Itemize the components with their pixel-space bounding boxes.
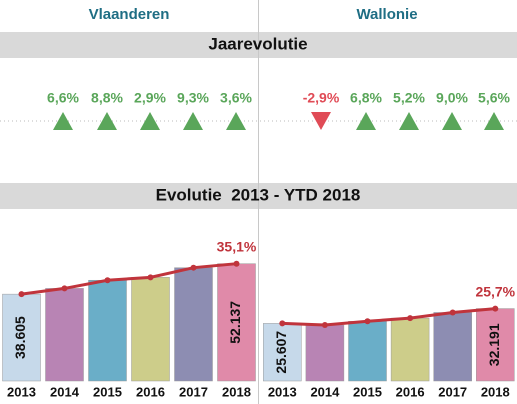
trend-point <box>104 277 111 284</box>
trend-arrow <box>399 112 419 130</box>
region-header: Vlaanderen <box>89 6 170 23</box>
value-label: 38.605 <box>12 316 28 359</box>
trend-point <box>492 305 499 312</box>
trend-arrow <box>53 112 73 130</box>
x-tick-label: 2018 <box>222 384 251 399</box>
annotation: 25,7% <box>475 283 515 299</box>
trend-arrow <box>442 112 462 130</box>
x-tick-label: 2017 <box>179 384 208 399</box>
bar <box>433 312 472 382</box>
change-label: 2,9% <box>134 90 166 106</box>
bar <box>174 267 213 382</box>
value-label: 25.607 <box>273 331 289 374</box>
x-tick-label: 2014 <box>310 384 340 399</box>
bar <box>348 320 387 382</box>
change-label: 5,2% <box>393 90 425 106</box>
bar <box>305 324 345 382</box>
trend-point <box>61 285 68 292</box>
trend-arrow <box>356 112 376 130</box>
bar <box>390 317 430 382</box>
change-label: 6,8% <box>350 90 382 106</box>
x-tick-label: 2017 <box>438 384 467 399</box>
section-title: Jaarevolutie <box>208 34 307 53</box>
bar <box>476 308 515 382</box>
trend-arrow <box>140 112 160 130</box>
x-tick-label: 2016 <box>396 384 425 399</box>
bar <box>131 277 170 382</box>
x-tick-label: 2013 <box>7 384 36 399</box>
trend-arrow <box>183 112 203 130</box>
trend-point <box>449 309 456 316</box>
bar <box>217 263 256 382</box>
trend-point <box>233 260 240 267</box>
trend-line <box>21 262 237 296</box>
x-tick-label: 2014 <box>50 384 80 399</box>
bar <box>2 293 41 382</box>
trend-point <box>321 322 328 329</box>
value-label: 52.137 <box>227 301 243 344</box>
bar <box>88 279 127 382</box>
change-label: 5,6% <box>478 90 510 106</box>
trend-point <box>190 264 197 271</box>
trend-arrow <box>311 112 331 130</box>
region-header: Wallonie <box>356 6 417 23</box>
change-label: 9,0% <box>436 90 468 106</box>
trend-arrow <box>484 112 504 130</box>
x-tick-label: 2016 <box>136 384 165 399</box>
trend-point <box>407 315 414 322</box>
change-label: 8,8% <box>91 90 123 106</box>
annotation: 35,1% <box>217 238 257 254</box>
trend-arrow <box>97 112 117 130</box>
trend-point <box>147 274 154 281</box>
trend-point <box>279 320 286 327</box>
change-label: 6,6% <box>47 90 79 106</box>
x-tick-label: 2013 <box>268 384 297 399</box>
x-tick-label: 2015 <box>353 384 382 399</box>
x-tick-label: 2018 <box>481 384 510 399</box>
change-label: -2,9% <box>303 90 340 106</box>
trend-point <box>18 291 25 298</box>
bar <box>45 288 84 382</box>
value-label: 32.191 <box>486 323 502 366</box>
trend-arrow <box>226 112 246 130</box>
x-tick-label: 2015 <box>93 384 122 399</box>
section-title: Evolutie 2013 - YTD 2018 <box>156 185 361 204</box>
trend-point <box>364 318 371 325</box>
trend-line <box>282 307 496 327</box>
change-label: 3,6% <box>220 90 252 106</box>
change-label: 9,3% <box>177 90 209 106</box>
